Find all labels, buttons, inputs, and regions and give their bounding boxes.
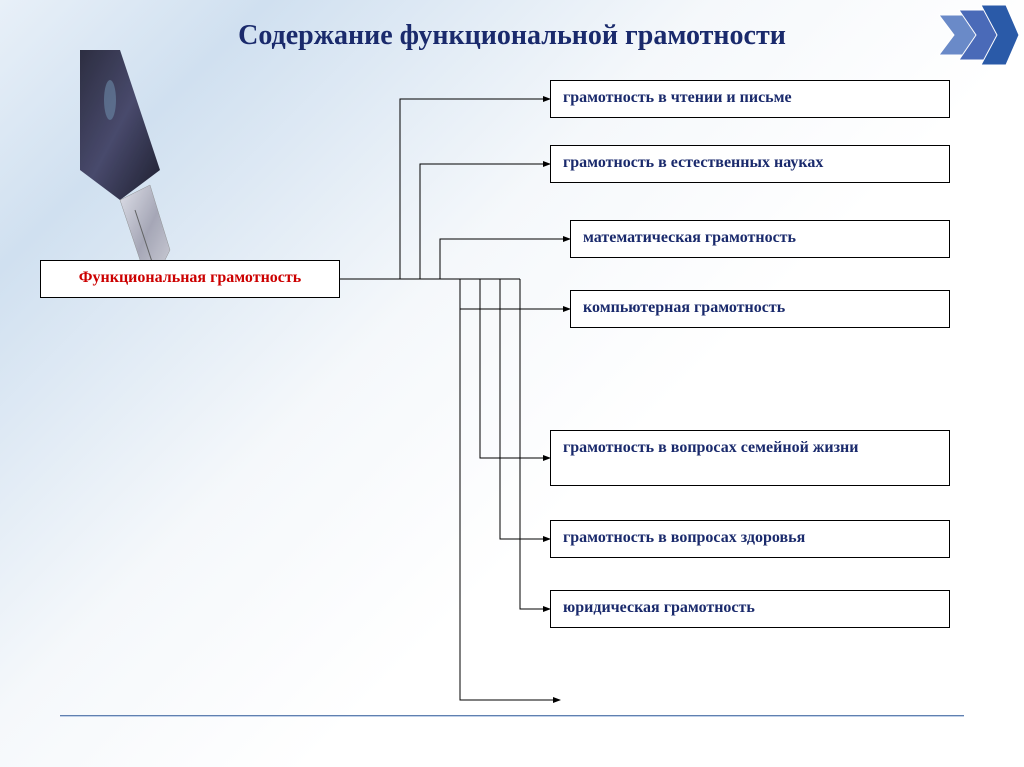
- root-node: Функциональная грамотность: [40, 260, 340, 298]
- root-label: Функциональная грамотность: [79, 269, 301, 286]
- child-node: компьютерная грамотность: [570, 290, 950, 328]
- page-title: Содержание функциональной грамотности: [0, 20, 1024, 52]
- child-label: компьютерная грамотность: [583, 299, 785, 316]
- child-node: юридическая грамотность: [550, 590, 950, 628]
- footer-divider: [60, 715, 964, 717]
- child-label: грамотность в естественных науках: [563, 154, 823, 171]
- child-label: юридическая грамотность: [563, 599, 755, 616]
- child-node: математическая грамотность: [570, 220, 950, 258]
- child-node: грамотность в естественных науках: [550, 145, 950, 183]
- child-node: грамотность в чтении и письме: [550, 80, 950, 118]
- child-label: математическая грамотность: [583, 229, 796, 246]
- child-label: грамотность в вопросах семейной жизни: [563, 439, 858, 456]
- child-label: грамотность в вопросах здоровья: [563, 529, 805, 546]
- child-label: грамотность в чтении и письме: [563, 89, 792, 106]
- child-node: грамотность в вопросах семейной жизни: [550, 430, 950, 486]
- child-node: грамотность в вопросах здоровья: [550, 520, 950, 558]
